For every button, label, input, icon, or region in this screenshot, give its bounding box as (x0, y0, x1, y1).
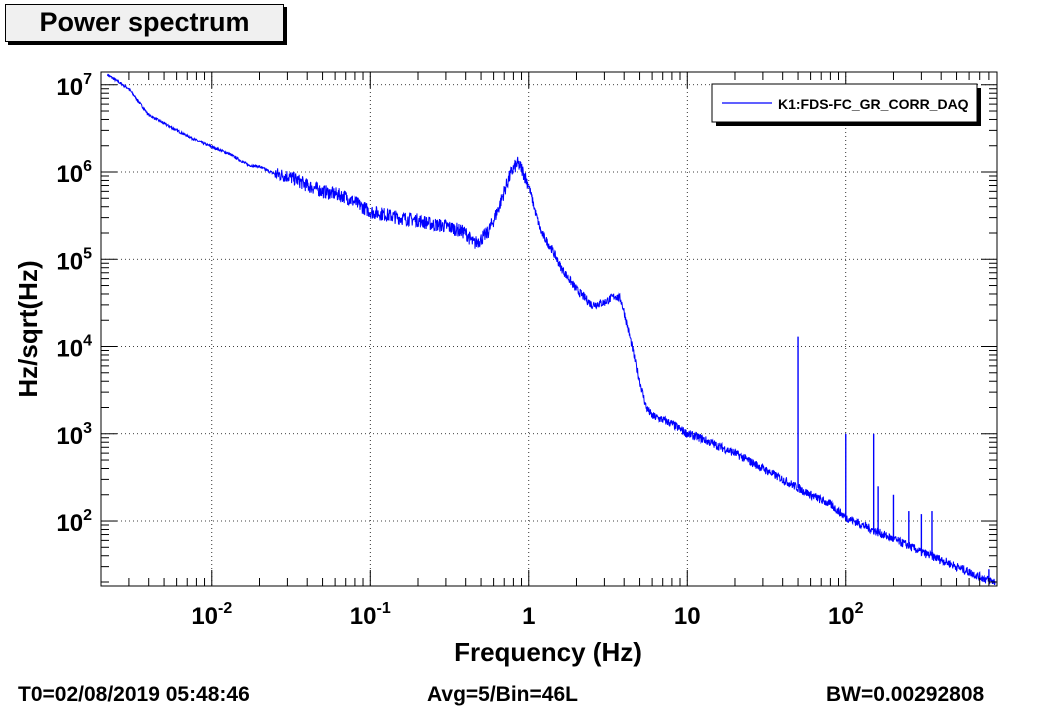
legend-entry: K1:FDS-FC_GR_CORR_DAQ (778, 96, 969, 112)
x-tick-label-base: 10 (828, 603, 855, 630)
footer-t0: T0=02/08/2019 05:48:46 (18, 683, 250, 706)
y-tick-label: 107 (56, 71, 92, 101)
y-tick-label-exponent: 5 (83, 245, 92, 262)
y-axis-label: Hz/sqrt(Hz) (13, 260, 43, 397)
x-tick-label-base: 10 (350, 603, 377, 630)
x-tick-label-base: 10 (191, 603, 218, 630)
y-tick-label: 105 (56, 245, 92, 275)
x-tick-label-exponent: -1 (377, 600, 391, 617)
x-tick-label: 10 (674, 603, 701, 630)
y-tick-label-exponent: 2 (83, 507, 92, 524)
y-tick-label: 104 (56, 333, 92, 363)
x-tick-label-base: 10 (674, 603, 701, 630)
y-tick-label-base: 10 (56, 336, 83, 363)
y-tick-label-base: 10 (56, 510, 83, 537)
x-tick-label: 10-2 (191, 600, 232, 630)
series-layer (107, 73, 996, 586)
chart-title-box: Power spectrum (5, 4, 284, 42)
y-tick-label: 103 (56, 420, 92, 450)
legend: K1:FDS-FC_GR_CORR_DAQ (711, 83, 981, 126)
y-tick-label-base: 10 (56, 161, 83, 188)
x-tick-label: 102 (828, 600, 864, 630)
y-tick-label-exponent: 7 (83, 71, 92, 88)
plot-frame (100, 71, 998, 587)
x-tick-label-exponent: 2 (855, 600, 864, 617)
y-tick-label-base: 10 (56, 248, 83, 275)
ticks (100, 72, 998, 586)
y-tick-label-exponent: 6 (83, 158, 92, 175)
series-line (107, 73, 996, 586)
y-tick-label: 106 (56, 158, 92, 188)
x-tick-label-exponent: -2 (218, 600, 232, 617)
y-tick-label-base: 10 (56, 74, 83, 101)
x-tick-label-base: 1 (522, 603, 535, 630)
y-tick-label: 102 (56, 507, 92, 537)
x-tick-label: 10-1 (350, 600, 391, 630)
chart-title: Power spectrum (39, 7, 250, 37)
footer-avg: Avg=5/Bin=46L (427, 683, 578, 706)
grid (101, 72, 997, 586)
x-tick-label: 1 (522, 603, 535, 630)
y-tick-label-base: 10 (56, 423, 83, 450)
y-tick-label-exponent: 4 (83, 333, 92, 350)
x-axis-label: Frequency (Hz) (454, 637, 642, 667)
y-tick-label-exponent: 3 (83, 420, 92, 437)
footer-bw: BW=0.00292808 (826, 683, 985, 706)
